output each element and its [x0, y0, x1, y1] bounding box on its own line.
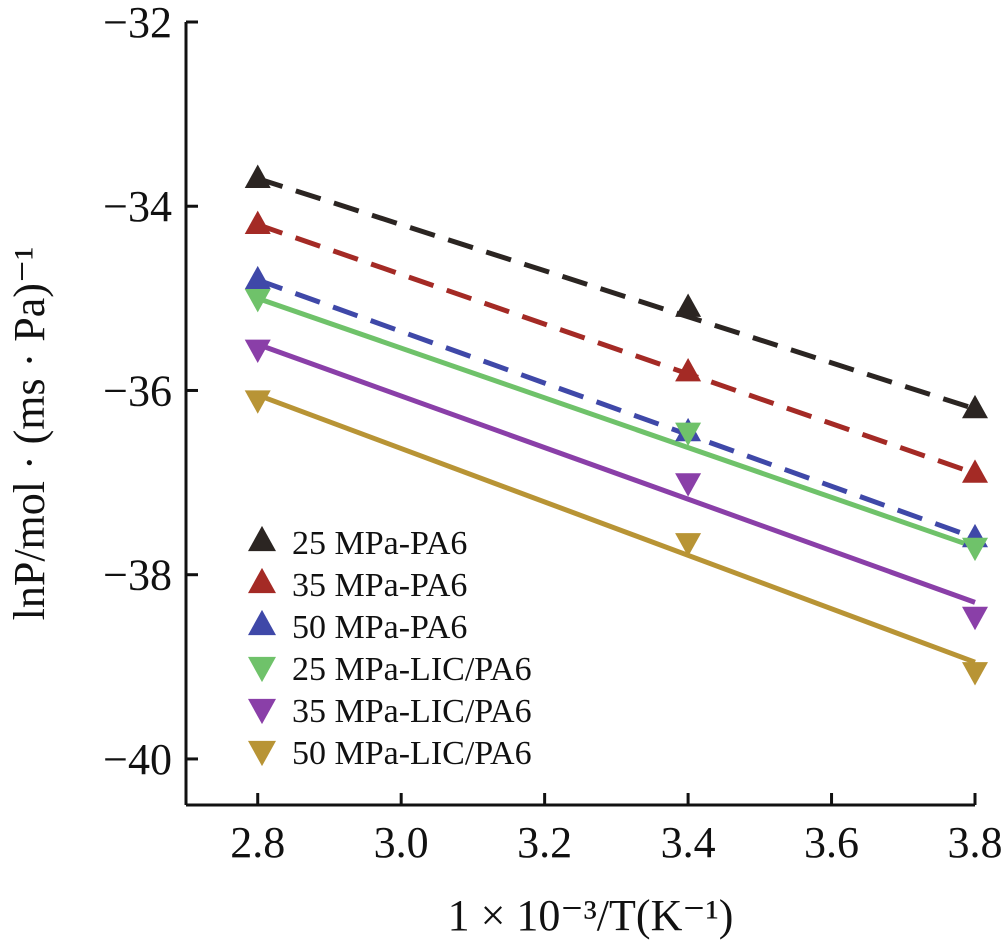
fit-line	[256, 176, 976, 412]
legend-entry: 35 MPa-PA6	[292, 567, 467, 604]
data-point	[675, 422, 702, 446]
data-point	[962, 662, 988, 686]
data-point	[962, 606, 988, 631]
legend: 25 MPa-PA6 35 MPa-PA6 50 MPa-PA6 25 MPa-LIC…	[248, 525, 532, 772]
fit-lines	[256, 176, 976, 665]
x-tick-label: 3.8	[948, 818, 1003, 867]
y-tick-label: −32	[103, 0, 172, 47]
data-point	[244, 265, 271, 290]
fit-line	[256, 295, 976, 550]
legend-entry: 25 MPa-LIC/PA6	[292, 651, 532, 688]
y-tick-label: −40	[103, 735, 172, 784]
fit-line	[256, 342, 976, 605]
data-point	[244, 210, 271, 235]
legend-marker	[248, 567, 276, 594]
data-point	[675, 293, 702, 317]
legend-marker	[248, 609, 276, 636]
legend-entry: 50 MPa-LIC/PA6	[292, 735, 532, 772]
legend-entry: 50 MPa-PA6	[292, 609, 467, 646]
x-ticks: 2.8 3.0 3.2 3.4 3.6 3.8	[230, 793, 1003, 867]
x-tick-label: 3.4	[661, 818, 716, 867]
legend-marker	[248, 698, 276, 725]
legend-marker	[248, 740, 276, 767]
fit-line	[256, 392, 976, 665]
data-point	[675, 533, 702, 557]
data-point	[675, 473, 702, 497]
x-tick-label: 3.0	[374, 818, 429, 867]
y-ticks: −32 −34 −36 −38 −40	[103, 0, 198, 784]
y-tick-label: −38	[103, 551, 172, 600]
legend-entry: 35 MPa-LIC/PA6	[292, 693, 532, 730]
y-tick-label: −34	[103, 182, 172, 231]
data-point	[244, 288, 271, 313]
data-point	[244, 339, 271, 364]
data-point	[675, 358, 702, 382]
y-axis-label: lnP/mol · (ms · Pa)⁻¹	[5, 247, 54, 621]
legend-marker	[248, 525, 276, 552]
data-markers	[244, 164, 988, 686]
x-tick-label: 2.8	[230, 818, 285, 867]
data-point	[244, 390, 271, 414]
data-point	[244, 164, 271, 188]
data-point	[962, 459, 988, 483]
x-axis-label: 1 × 10⁻³/T(K⁻¹)	[448, 891, 734, 940]
fit-line	[256, 277, 976, 541]
x-tick-label: 3.2	[517, 818, 572, 867]
legend-entry: 25 MPa-PA6	[292, 525, 467, 562]
data-point	[962, 394, 988, 419]
x-tick-label: 3.6	[804, 818, 859, 867]
legend-marker	[248, 656, 276, 683]
data-point	[962, 537, 988, 562]
fit-line	[256, 222, 976, 476]
axes: 2.8 3.0 3.2 3.4 3.6 3.8 −32 −34 −36 −38 −40	[103, 0, 1002, 867]
y-tick-label: −36	[103, 366, 172, 415]
